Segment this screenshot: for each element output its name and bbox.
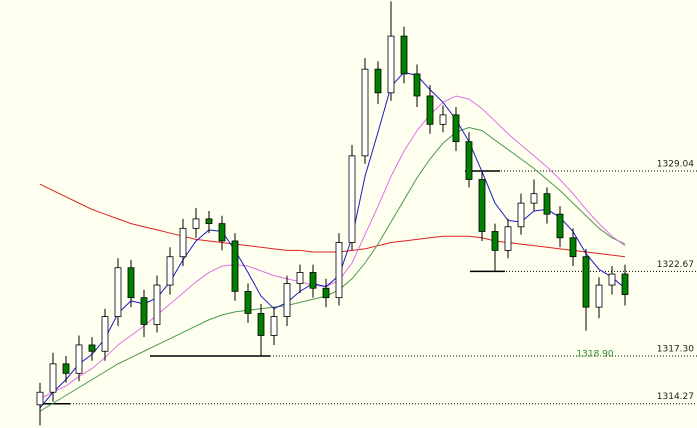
candle-body [62,363,70,374]
candle-body [439,114,447,125]
candle-body [374,68,382,94]
candle-body [478,179,486,232]
candle-body [75,344,83,374]
candle-body [361,68,369,157]
candle-body [582,256,590,308]
candle-body [166,256,174,286]
candle-body [192,218,200,229]
moving-average [39,95,626,399]
candle-body [101,316,109,352]
candle-body [426,95,434,125]
candle-body [595,284,603,308]
candle-body [296,272,304,284]
candle-body [400,35,408,75]
candle-body [608,273,616,286]
level-label: 1322.67 [657,260,694,270]
candle-body [270,316,278,336]
level-label: 1329.04 [657,159,694,169]
candle-body [114,267,122,317]
candle-body [283,283,291,317]
candle-body [491,231,499,251]
candle-body [140,297,148,325]
candle-body [205,218,213,225]
moving-average [39,71,626,409]
candle-body [244,290,252,314]
candle-body [309,272,317,289]
candle-body [335,242,343,299]
candle-body [504,226,512,251]
candle-body [257,313,265,336]
candle-body [621,273,629,295]
level-label: 1314.27 [657,392,694,402]
candle-body [413,73,421,97]
candle-body [218,223,226,242]
candle-body [322,287,330,299]
candle-body [49,363,57,393]
candle-body [556,213,564,239]
candle-body [465,141,473,180]
candle-body [127,267,135,299]
candle-body [543,193,551,215]
candle-body [452,114,460,143]
candle-body [569,237,577,258]
moving-average [39,126,626,412]
moving-average [39,183,626,258]
candle-body [348,155,356,243]
low-annotation: 1318.90 [576,349,613,359]
candle-body [387,35,395,94]
candle-body [179,227,187,258]
candle-body [153,284,161,325]
candle-body [36,391,44,406]
candle-body [530,193,538,204]
candle-body [517,202,525,228]
level-label: 1317.30 [657,344,694,354]
candle-body [88,344,96,352]
candle-body [231,240,239,292]
